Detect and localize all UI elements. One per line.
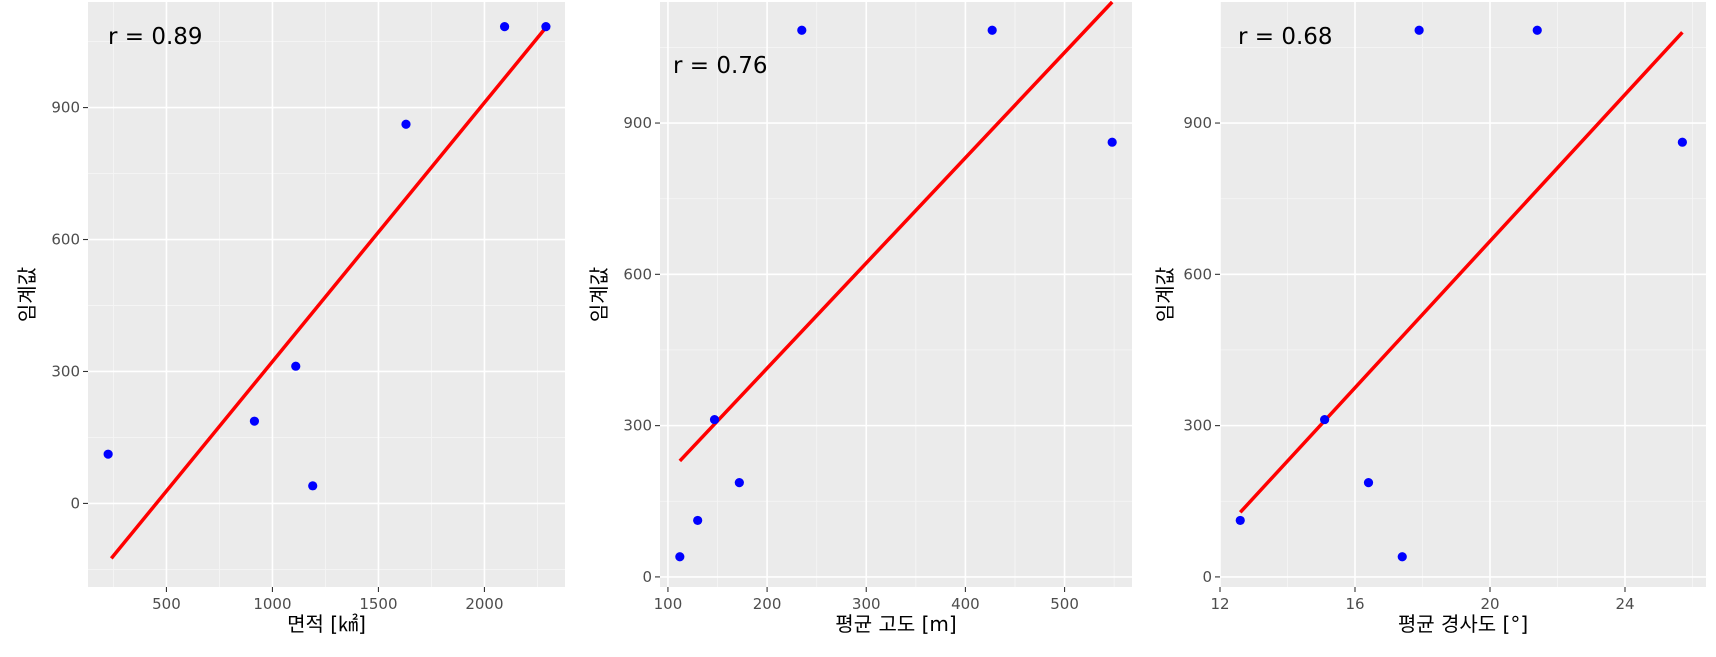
data-point — [103, 449, 113, 459]
data-point — [1532, 25, 1542, 35]
regression-line — [678, 0, 1114, 463]
data-point — [401, 119, 411, 129]
plot-background — [1220, 2, 1706, 587]
correlation-label: r = 0.76 — [673, 53, 768, 79]
y-tick-label: 900 — [623, 114, 652, 132]
scatter-panel-area: 500 1000 1500 2000 0 300 600 900 면적 [㎢] 임계값 r = 0.… — [15, 2, 565, 636]
y-tick-label: 300 — [51, 362, 80, 380]
regression-line — [109, 26, 548, 560]
x-tick-label: 16 — [1345, 595, 1364, 613]
y-axis-title: 임계값 — [15, 267, 39, 322]
x-tick-label: 20 — [1480, 595, 1499, 613]
data-point — [291, 361, 301, 371]
y-tick-label: 600 — [51, 231, 80, 249]
scatter-panel-elevation: 100 200 300 400 500 0 300 600 900 평균 고도 [m] 임계값 r =… — [587, 0, 1132, 636]
data-point — [1677, 137, 1687, 147]
y-tick-label: 0 — [1202, 568, 1212, 586]
x-tick-label: 24 — [1615, 595, 1634, 613]
data-point — [1235, 515, 1245, 526]
plot-background — [660, 2, 1132, 587]
data-point — [797, 25, 807, 35]
x-tick-label: 500 — [152, 595, 181, 613]
x-tick-label: 100 — [654, 595, 683, 613]
data-point — [249, 416, 260, 426]
x-tick-label: 1500 — [359, 595, 397, 613]
data-point — [709, 414, 720, 425]
data-point — [693, 515, 703, 526]
gridlines — [660, 2, 1132, 587]
data-point — [541, 22, 551, 32]
data-point — [308, 481, 318, 491]
y-tick-label: 300 — [1183, 417, 1212, 435]
x-axis-title: 평균 고도 [m] — [835, 612, 956, 636]
regression-line — [1238, 31, 1684, 514]
y-axis-title: 임계값 — [1153, 267, 1177, 322]
x-tick-label: 500 — [1050, 595, 1079, 613]
y-axis-title: 임계값 — [587, 267, 611, 322]
x-tick-label: 12 — [1210, 595, 1229, 613]
x-tick-label: 400 — [951, 595, 980, 613]
data-point — [1414, 25, 1424, 35]
y-tick-label: 300 — [623, 417, 652, 435]
y-tick-label: 900 — [51, 99, 80, 117]
data-point — [987, 25, 997, 35]
data-point — [499, 22, 510, 32]
x-tick-label: 300 — [852, 595, 881, 613]
data-point — [1320, 414, 1330, 425]
correlation-label: r = 0.89 — [108, 24, 203, 50]
gridlines — [1219, 2, 1706, 587]
data-point — [1363, 478, 1374, 488]
y-tick-label: 600 — [1183, 265, 1212, 283]
data-point — [734, 478, 744, 488]
x-axis-title: 면적 [㎢] — [287, 612, 366, 636]
x-tick-label: 200 — [753, 595, 782, 613]
data-point — [1107, 137, 1117, 147]
x-tick-label: 2000 — [465, 595, 503, 613]
x-axis-title: 평균 경사도 [°] — [1398, 612, 1528, 636]
x-tick-label: 1000 — [253, 595, 291, 613]
y-tick-label: 0 — [70, 494, 80, 512]
y-tick-label: 900 — [1183, 114, 1212, 132]
correlation-label: r = 0.68 — [1238, 24, 1333, 50]
y-tick-label: 600 — [623, 265, 652, 283]
data-point — [1397, 552, 1407, 562]
scatter-panel-slope: 12 16 20 24 0 300 600 900 평균 경사도 [°] 임계값 r = 0.68 — [1153, 2, 1706, 636]
data-point — [675, 552, 685, 562]
y-tick-label: 0 — [642, 568, 652, 586]
